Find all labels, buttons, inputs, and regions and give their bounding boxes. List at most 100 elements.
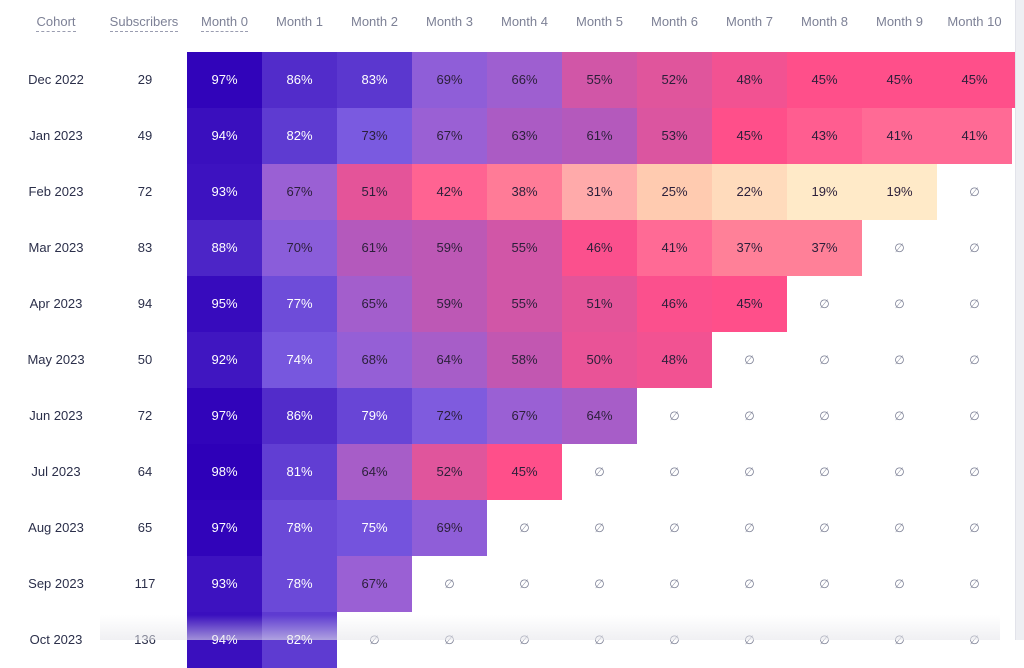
column-header-month-10[interactable]: Month 10 (937, 14, 1012, 29)
retention-cell[interactable]: 77% (262, 276, 337, 332)
retention-cell[interactable]: 41% (937, 108, 1012, 164)
retention-cell[interactable]: 45% (712, 276, 787, 332)
retention-cell[interactable]: 67% (412, 108, 487, 164)
retention-cell[interactable]: 19% (787, 164, 862, 220)
subscriber-count: 49 (137, 128, 153, 143)
retention-cell[interactable]: 55% (562, 52, 637, 108)
retention-cell[interactable]: 53% (637, 108, 712, 164)
column-header-month-0[interactable]: Month 0 (187, 14, 262, 32)
retention-cell[interactable]: 64% (412, 332, 487, 388)
retention-cell[interactable]: 69% (412, 500, 487, 556)
column-header-month-5[interactable]: Month 5 (562, 14, 637, 29)
empty-cell: ∅ (669, 633, 680, 647)
retention-cell[interactable]: 73% (337, 108, 412, 164)
retention-cell[interactable]: 64% (562, 388, 637, 444)
retention-cell[interactable]: 22% (712, 164, 787, 220)
retention-cell[interactable]: 48% (712, 52, 787, 108)
retention-cell[interactable]: 61% (337, 220, 412, 276)
retention-cell[interactable]: 45% (487, 444, 562, 500)
column-header-month-3[interactable]: Month 3 (412, 14, 487, 29)
column-header-month-9[interactable]: Month 9 (862, 14, 937, 29)
retention-cell[interactable]: 67% (487, 388, 562, 444)
retention-cell[interactable]: 78% (262, 556, 337, 612)
retention-cell[interactable]: 64% (337, 444, 412, 500)
retention-cell[interactable]: 46% (562, 220, 637, 276)
column-header-month-6[interactable]: Month 6 (637, 14, 712, 29)
retention-cell[interactable]: 51% (337, 164, 412, 220)
cohort-label: Aug 2023 (28, 520, 84, 535)
retention-cell[interactable]: 52% (637, 52, 712, 108)
retention-cell[interactable]: 81% (262, 444, 337, 500)
retention-cell[interactable]: 55% (487, 276, 562, 332)
retention-cell[interactable]: 95% (187, 276, 262, 332)
retention-cell[interactable]: 94% (187, 612, 262, 668)
column-header-month-4[interactable]: Month 4 (487, 14, 562, 29)
column-header-month-8[interactable]: Month 8 (787, 14, 862, 29)
column-header-month-2[interactable]: Month 2 (337, 14, 412, 29)
retention-cell[interactable]: 98% (187, 444, 262, 500)
retention-cell[interactable]: 48% (637, 332, 712, 388)
retention-cell[interactable]: 50% (562, 332, 637, 388)
retention-cell[interactable]: 63% (487, 108, 562, 164)
column-header-subscribers[interactable]: Subscribers (104, 14, 184, 32)
retention-cell[interactable]: 75% (337, 500, 412, 556)
column-header-month-7[interactable]: Month 7 (712, 14, 787, 29)
retention-cell[interactable]: 41% (637, 220, 712, 276)
column-header-label: Month 0 (201, 14, 248, 32)
column-header-month-1[interactable]: Month 1 (262, 14, 337, 29)
retention-cell[interactable]: 72% (412, 388, 487, 444)
retention-cell[interactable]: 82% (262, 108, 337, 164)
retention-cell[interactable]: 93% (187, 556, 262, 612)
retention-cell[interactable]: 66% (487, 52, 562, 108)
retention-cell[interactable]: 79% (337, 388, 412, 444)
retention-cell[interactable]: 97% (187, 500, 262, 556)
retention-cell[interactable]: 97% (187, 388, 262, 444)
retention-cell[interactable]: 68% (337, 332, 412, 388)
scrollbar[interactable] (1015, 0, 1024, 640)
retention-cell[interactable]: 69% (412, 52, 487, 108)
retention-cell[interactable]: 92% (187, 332, 262, 388)
retention-cell[interactable] (1012, 52, 1016, 108)
retention-cell[interactable]: 42% (412, 164, 487, 220)
retention-cell[interactable]: 82% (262, 612, 337, 668)
retention-cell[interactable]: 51% (562, 276, 637, 332)
retention-cell[interactable]: 88% (187, 220, 262, 276)
retention-cell[interactable]: 67% (262, 164, 337, 220)
retention-cell[interactable]: 78% (262, 500, 337, 556)
retention-cell[interactable]: 93% (187, 164, 262, 220)
retention-cell[interactable]: 31% (562, 164, 637, 220)
retention-cell[interactable]: 46% (637, 276, 712, 332)
retention-cell[interactable]: 25% (637, 164, 712, 220)
retention-cell[interactable]: 94% (187, 108, 262, 164)
column-header-cohort[interactable]: Cohort (18, 14, 94, 32)
retention-cell[interactable]: 58% (487, 332, 562, 388)
retention-cell[interactable]: 86% (262, 388, 337, 444)
retention-cell[interactable]: 41% (862, 108, 937, 164)
retention-cell[interactable]: 61% (562, 108, 637, 164)
retention-cell[interactable]: 55% (487, 220, 562, 276)
retention-cell[interactable]: 59% (412, 276, 487, 332)
empty-cell: ∅ (819, 521, 830, 535)
retention-cell[interactable]: 38% (487, 164, 562, 220)
retention-cell[interactable]: 37% (712, 220, 787, 276)
retention-cell[interactable]: 45% (712, 108, 787, 164)
retention-cell[interactable]: 52% (412, 444, 487, 500)
retention-cell[interactable]: 37% (787, 220, 862, 276)
empty-cell: ∅ (894, 577, 905, 591)
retention-cell[interactable]: 97% (187, 52, 262, 108)
retention-cell[interactable]: 59% (412, 220, 487, 276)
retention-cell[interactable]: 45% (787, 52, 862, 108)
retention-cell[interactable]: 19% (862, 164, 937, 220)
retention-cell[interactable]: 83% (337, 52, 412, 108)
retention-cell[interactable]: 70% (262, 220, 337, 276)
empty-cell: ∅ (744, 409, 755, 423)
empty-cell: ∅ (894, 633, 905, 647)
retention-cell[interactable]: 67% (337, 556, 412, 612)
retention-cell[interactable]: 43% (787, 108, 862, 164)
retention-cell[interactable]: 45% (937, 52, 1012, 108)
retention-cell[interactable]: 45% (862, 52, 937, 108)
retention-cell[interactable]: 86% (262, 52, 337, 108)
retention-cell[interactable]: 74% (262, 332, 337, 388)
retention-cell[interactable]: 65% (337, 276, 412, 332)
empty-cell: ∅ (969, 465, 980, 479)
